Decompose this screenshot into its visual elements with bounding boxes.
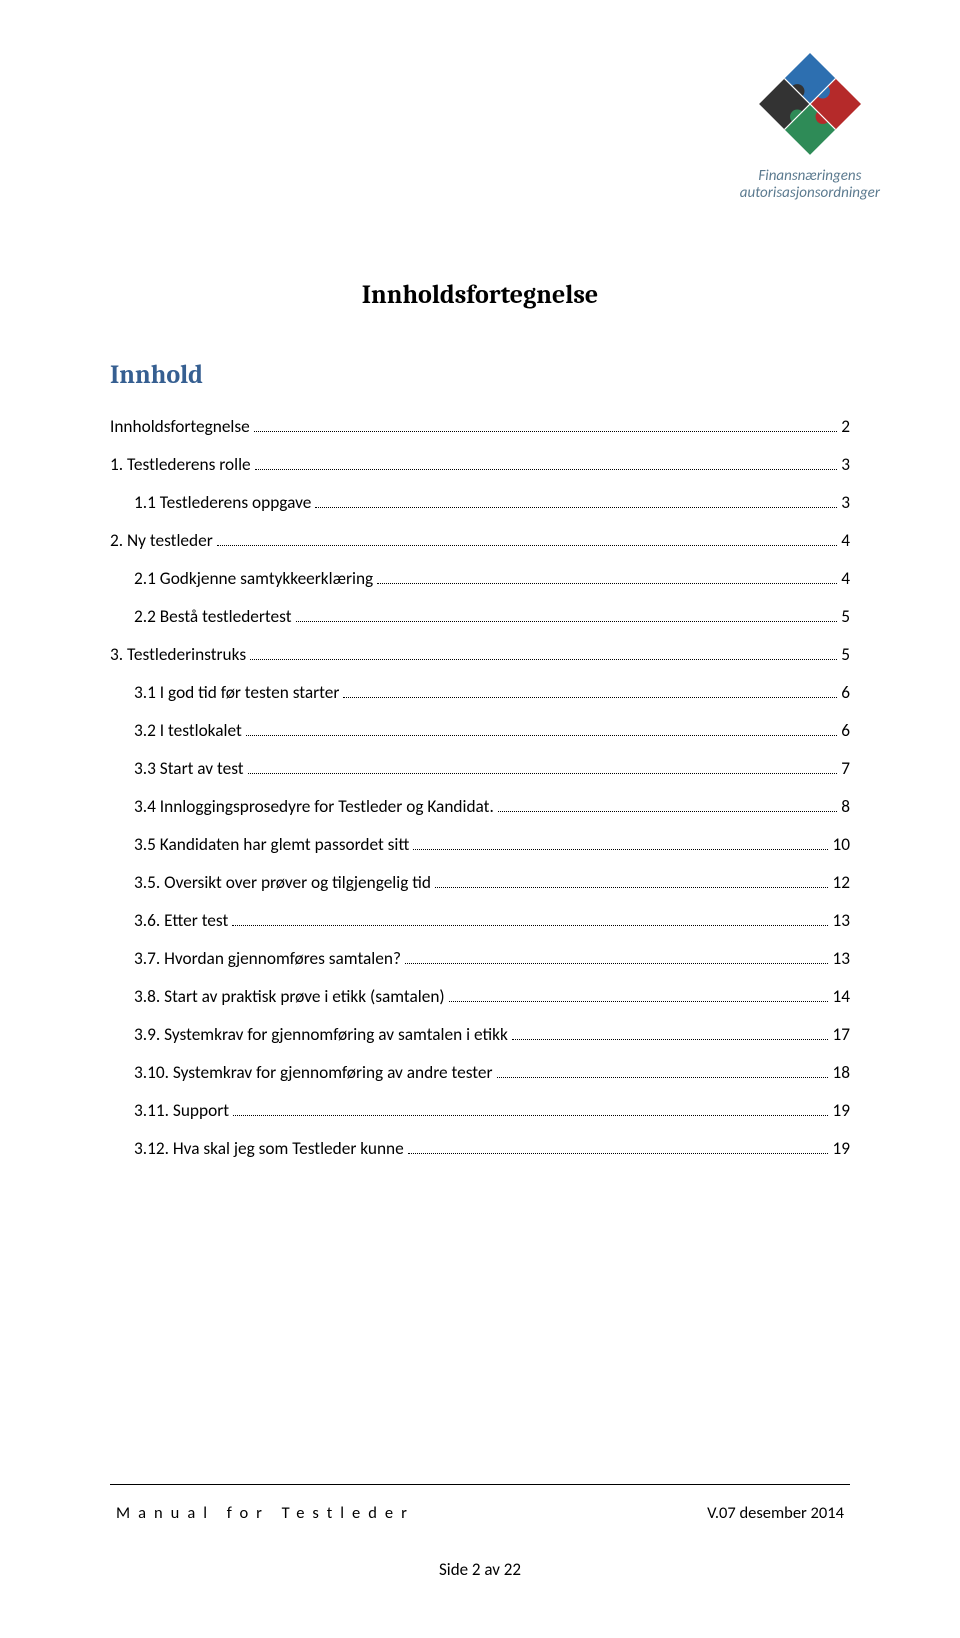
toc-heading: Innhold — [110, 360, 850, 390]
toc-entry-label: 3.5. Oversikt over prøver og tilgjengeli… — [134, 872, 431, 893]
puzzle-icon — [750, 44, 870, 164]
toc-entry-page: 18 — [832, 1062, 850, 1083]
toc-entry-label: 2.1 Godkjenne samtykkeerklæring — [134, 568, 373, 589]
toc-entry-label: 3.8. Start av praktisk prøve i etikk (sa… — [134, 986, 445, 1007]
toc-entry-page: 19 — [832, 1138, 850, 1159]
toc-entry[interactable]: 3.6. Etter test 13 — [134, 910, 850, 931]
toc-entry[interactable]: Innholdsfortegnelse 2 — [110, 416, 850, 437]
toc-entry[interactable]: 3.5. Oversikt over prøver og tilgjengeli… — [134, 872, 850, 893]
toc-entry-page: 12 — [832, 872, 850, 893]
toc-leader-dots — [377, 583, 837, 584]
toc-leader-dots — [512, 1039, 829, 1040]
toc-leader-dots — [435, 887, 828, 888]
toc-leader-dots — [405, 963, 829, 964]
toc-entry-label: 3.6. Etter test — [134, 910, 228, 931]
toc-entry-label: 3.5 Kandidaten har glemt passordet sitt — [134, 834, 409, 855]
toc-leader-dots — [250, 659, 837, 660]
toc-entry-page: 13 — [832, 910, 850, 931]
toc-entry-label: 3.12. Hva skal jeg som Testleder kunne — [134, 1138, 404, 1159]
toc-leader-dots — [246, 735, 837, 736]
toc-entry[interactable]: 2. Ny testleder 4 — [110, 530, 850, 551]
toc-leader-dots — [255, 469, 838, 470]
toc-entry[interactable]: 3.9. Systemkrav for gjennomføring av sam… — [134, 1024, 850, 1045]
toc-entry-page: 6 — [841, 682, 850, 703]
toc-entry[interactable]: 1.1 Testlederens oppgave 3 — [134, 492, 850, 513]
toc-leader-dots — [232, 925, 828, 926]
brand-text-line1: Finansnæringens — [740, 168, 880, 185]
toc-leader-dots — [315, 507, 837, 508]
toc-entry-label: 2.2 Bestå testledertest — [134, 606, 292, 627]
footer-divider — [110, 1484, 850, 1485]
toc-entry[interactable]: 3.8. Start av praktisk prøve i etikk (sa… — [134, 986, 850, 1007]
toc-entry[interactable]: 3.11. Support 19 — [134, 1100, 850, 1121]
footer-title: Manual for Testleder — [116, 1503, 415, 1523]
toc-entry-label: 2. Ny testleder — [110, 530, 213, 551]
page-title: Innholdsfortegnelse — [110, 280, 850, 310]
toc-entry[interactable]: 3.1 I god tid før testen starter 6 — [134, 682, 850, 703]
brand-text-line2: autorisasjonsordninger — [740, 185, 880, 202]
toc-leader-dots — [408, 1153, 829, 1154]
table-of-contents: Innholdsfortegnelse 2 1. Testlederens roll… — [110, 416, 850, 1159]
toc-entry[interactable]: 3.2 I testlokalet 6 — [134, 720, 850, 741]
footer-version: V.07 desember 2014 — [707, 1503, 844, 1523]
brand-logo: Finansnæringens autorisasjonsordninger — [740, 44, 880, 203]
toc-entry[interactable]: 3.5 Kandidaten har glemt passordet sitt 1… — [134, 834, 850, 855]
toc-entry-label: 1. Testlederens rolle — [110, 454, 251, 475]
toc-entry[interactable]: 3.12. Hva skal jeg som Testleder kunne 19 — [134, 1138, 850, 1159]
toc-entry-page: 8 — [841, 796, 850, 817]
toc-entry-page: 3 — [841, 454, 850, 475]
toc-entry[interactable]: 1. Testlederens rolle 3 — [110, 454, 850, 475]
toc-entry[interactable]: 2.1 Godkjenne samtykkeerklæring 4 — [134, 568, 850, 589]
toc-entry-label: 3.3 Start av test — [134, 758, 244, 779]
toc-entry-label: Innholdsfortegnelse — [110, 416, 250, 437]
toc-entry-page: 7 — [841, 758, 850, 779]
toc-entry-page: 5 — [841, 644, 850, 665]
toc-entry-page: 6 — [841, 720, 850, 741]
toc-entry[interactable]: 3.10. Systemkrav for gjennomføring av an… — [134, 1062, 850, 1083]
toc-entry-label: 3. Testlederinstruks — [110, 644, 246, 665]
toc-leader-dots — [497, 1077, 829, 1078]
toc-leader-dots — [233, 1115, 828, 1116]
toc-entry-page: 10 — [832, 834, 850, 855]
page-footer: Manual for Testleder V.07 desember 2014 … — [110, 1484, 850, 1580]
toc-entry-label: 3.1 I god tid før testen starter — [134, 682, 339, 703]
toc-leader-dots — [254, 431, 837, 432]
toc-entry-page: 3 — [841, 492, 850, 513]
toc-entry-label: 3.4 Innloggingsprosedyre for Testleder o… — [134, 796, 494, 817]
toc-leader-dots — [248, 773, 838, 774]
toc-entry-label: 1.1 Testlederens oppgave — [134, 492, 311, 513]
toc-entry-page: 14 — [832, 986, 850, 1007]
toc-leader-dots — [449, 1001, 829, 1002]
toc-leader-dots — [217, 545, 838, 546]
toc-entry[interactable]: 3.3 Start av test 7 — [134, 758, 850, 779]
toc-entry-page: 13 — [832, 948, 850, 969]
toc-entry-page: 2 — [841, 416, 850, 437]
toc-entry-label: 3.9. Systemkrav for gjennomføring av sam… — [134, 1024, 508, 1045]
toc-entry-label: 3.7. Hvordan gjennomføres samtalen? — [134, 948, 401, 969]
document-page: Finansnæringens autorisasjonsordninger I… — [0, 0, 960, 1638]
toc-leader-dots — [413, 849, 828, 850]
toc-entry[interactable]: 2.2 Bestå testledertest 5 — [134, 606, 850, 627]
toc-entry[interactable]: 3.7. Hvordan gjennomføres samtalen? 13 — [134, 948, 850, 969]
page-number: Side 2 av 22 — [110, 1559, 850, 1580]
toc-leader-dots — [296, 621, 838, 622]
toc-entry-label: 3.2 I testlokalet — [134, 720, 242, 741]
toc-entry[interactable]: 3. Testlederinstruks 5 — [110, 644, 850, 665]
toc-entry-page: 4 — [841, 568, 850, 589]
toc-entry-page: 19 — [832, 1100, 850, 1121]
toc-leader-dots — [498, 811, 837, 812]
toc-entry-page: 4 — [841, 530, 850, 551]
footer-line: Manual for Testleder V.07 desember 2014 — [110, 1503, 850, 1523]
toc-leader-dots — [343, 697, 837, 698]
toc-entry-label: 3.11. Support — [134, 1100, 229, 1121]
toc-entry-label: 3.10. Systemkrav for gjennomføring av an… — [134, 1062, 493, 1083]
toc-entry[interactable]: 3.4 Innloggingsprosedyre for Testleder o… — [134, 796, 850, 817]
toc-entry-page: 5 — [841, 606, 850, 627]
toc-entry-page: 17 — [832, 1024, 850, 1045]
